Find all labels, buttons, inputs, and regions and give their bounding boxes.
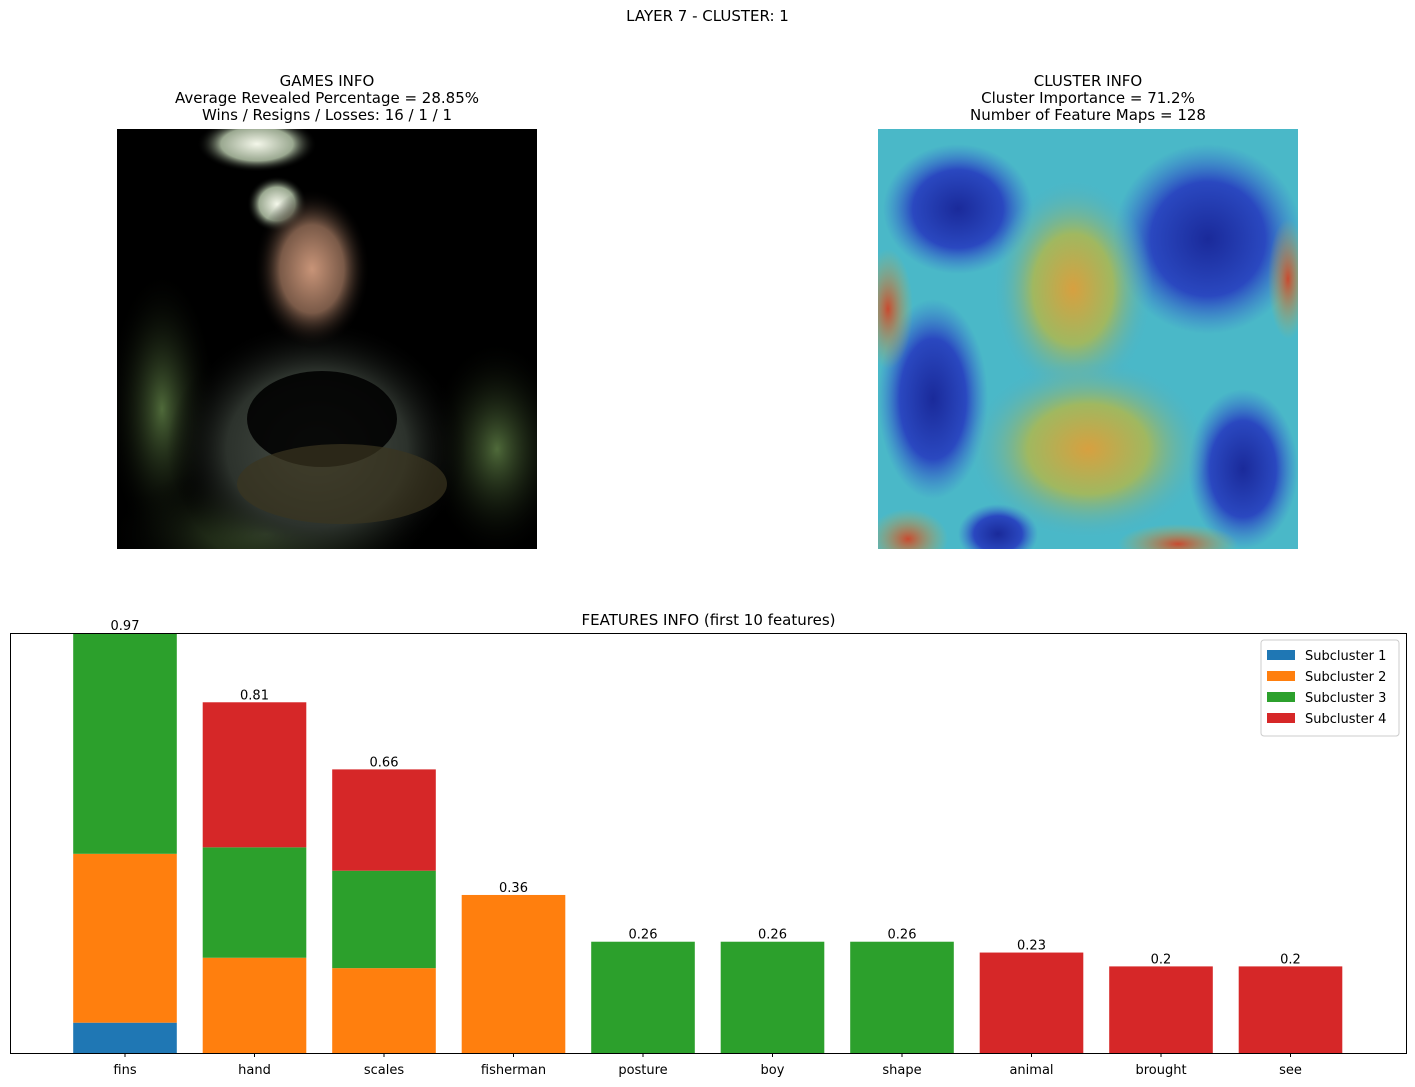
- bar-fins-subcluster-2: [73, 853, 177, 1023]
- games-info-results: Wins / Resigns / Losses: 16 / 1 / 1: [201, 106, 453, 124]
- chart-title: FEATURES INFO (first 10 features): [581, 611, 836, 629]
- bar-boy-subcluster-3: [720, 941, 825, 1053]
- bar-scales-subcluster-4: [332, 769, 436, 871]
- cluster-info-feature-maps: Number of Feature Maps = 128: [970, 106, 1206, 124]
- legend-box: [1260, 639, 1400, 737]
- bar-scales-subcluster-2: [332, 968, 436, 1053]
- chart-axes-frame: [10, 633, 1407, 1054]
- bar-scales-subcluster-3: [332, 870, 436, 969]
- cluster-info-title: CLUSTER INFO: [1033, 72, 1143, 90]
- cluster-info-header: CLUSTER INFO Cluster Importance = 71.2% …: [878, 73, 1298, 124]
- bar-fins-subcluster-3: [73, 633, 177, 854]
- cluster-info-importance: Cluster Importance = 71.2%: [981, 89, 1195, 107]
- bar-see-subcluster-4: [1238, 966, 1343, 1053]
- legend-label: Subcluster 3: [1305, 691, 1386, 706]
- x-tick-label: posture: [618, 1063, 667, 1078]
- legend-swatch: [1267, 692, 1295, 702]
- bar-hand-subcluster-2: [202, 957, 307, 1053]
- x-tick-label: animal: [1009, 1063, 1053, 1078]
- legend-swatch: [1267, 671, 1295, 681]
- bar-hand-subcluster-4: [202, 702, 307, 848]
- x-tick-label: hand: [238, 1063, 271, 1078]
- bar-total-label: 0.26: [888, 928, 917, 943]
- bar-animal-subcluster-4: [979, 952, 1084, 1053]
- heatmap-overlay: [878, 129, 1298, 549]
- legend-label: Subcluster 1: [1305, 649, 1386, 664]
- x-tick-label: brought: [1135, 1063, 1186, 1078]
- bar-posture-subcluster-3: [591, 941, 695, 1053]
- bar-total-label: 0.26: [629, 928, 658, 943]
- bar-total-label: 0.97: [111, 619, 140, 634]
- x-tick-label: fins: [113, 1063, 136, 1078]
- bar-total-label: 0.2: [1280, 952, 1301, 967]
- legend-swatch: [1267, 650, 1295, 660]
- figure-title: LAYER 7 - CLUSTER: 1: [626, 7, 789, 25]
- bar-total-label: 0.26: [758, 928, 787, 943]
- bar-total-label: 0.36: [499, 881, 528, 896]
- bar-shape-subcluster-3: [850, 941, 954, 1053]
- games-info-revealed: Average Revealed Percentage = 28.85%: [174, 89, 479, 107]
- bar-total-label: 0.2: [1151, 952, 1172, 967]
- legend-label: Subcluster 4: [1305, 712, 1386, 727]
- bar-total-label: 0.81: [240, 688, 269, 703]
- bar-total-label: 0.66: [370, 755, 399, 770]
- bar-brought-subcluster-4: [1109, 966, 1213, 1053]
- masked-photo: [117, 129, 537, 549]
- games-info-header: GAMES INFO Average Revealed Percentage =…: [117, 73, 537, 124]
- bar-fins-subcluster-1: [73, 1022, 177, 1053]
- games-info-title: GAMES INFO: [279, 72, 375, 90]
- x-tick-label: boy: [761, 1063, 785, 1078]
- bar-hand-subcluster-3: [202, 847, 307, 958]
- x-tick-label: scales: [364, 1063, 404, 1078]
- legend-swatch: [1267, 713, 1295, 723]
- x-tick-label: fisherman: [481, 1063, 546, 1078]
- bar-total-label: 0.23: [1017, 939, 1046, 954]
- x-tick-label: shape: [882, 1063, 921, 1078]
- bar-fisherman-subcluster-2: [461, 894, 566, 1053]
- legend-label: Subcluster 2: [1305, 670, 1386, 685]
- x-tick-label: see: [1279, 1063, 1302, 1078]
